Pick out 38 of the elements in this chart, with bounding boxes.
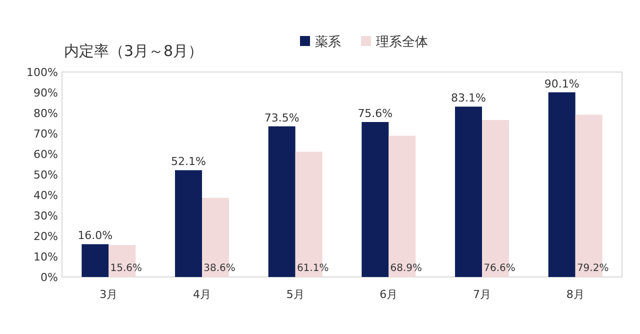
data-label: 61.1% xyxy=(296,263,329,274)
bar xyxy=(268,126,296,277)
x-tick-label: 8月 xyxy=(566,288,584,301)
y-tick-label: 10% xyxy=(34,250,58,264)
y-tick-label: 100% xyxy=(26,66,58,79)
y-tick-label: 80% xyxy=(34,107,58,120)
bar xyxy=(362,122,389,277)
data-label: 52.1% xyxy=(171,155,206,168)
bar xyxy=(82,244,109,277)
y-tick-label: 40% xyxy=(34,189,58,202)
legend-label: 理系全体 xyxy=(376,35,428,50)
x-tick-label: 4月 xyxy=(193,288,211,301)
y-tick-label: 90% xyxy=(34,86,58,100)
bar xyxy=(175,170,202,277)
x-tick-label: 5月 xyxy=(286,288,304,301)
data-label: 90.1% xyxy=(544,77,580,90)
data-label: 75.6% xyxy=(358,107,393,120)
x-tick-label: 6月 xyxy=(380,288,398,301)
chart-title: 内定率（3月～8月） xyxy=(64,42,204,60)
data-label: 38.6% xyxy=(204,263,236,274)
data-label: 79.2% xyxy=(576,263,609,274)
bar xyxy=(548,92,576,277)
data-label: 83.1% xyxy=(451,92,486,105)
y-tick-label: 20% xyxy=(34,230,58,243)
y-tick-label: 70% xyxy=(34,128,58,140)
data-label: 16.0% xyxy=(78,229,113,242)
legend-label: 薬系 xyxy=(315,35,341,50)
data-label: 73.5% xyxy=(264,111,300,124)
x-tick-label: 3月 xyxy=(100,288,118,301)
y-tick-label: 60% xyxy=(34,148,58,161)
y-tick-label: 30% xyxy=(34,210,58,222)
y-tick-label: 50% xyxy=(34,168,58,182)
data-label: 15.6% xyxy=(110,263,142,274)
data-label: 76.6% xyxy=(484,263,516,274)
x-tick-label: 7月 xyxy=(473,288,491,301)
bar xyxy=(455,106,482,277)
y-tick-label: 0% xyxy=(40,271,58,284)
data-label: 68.9% xyxy=(390,263,422,274)
